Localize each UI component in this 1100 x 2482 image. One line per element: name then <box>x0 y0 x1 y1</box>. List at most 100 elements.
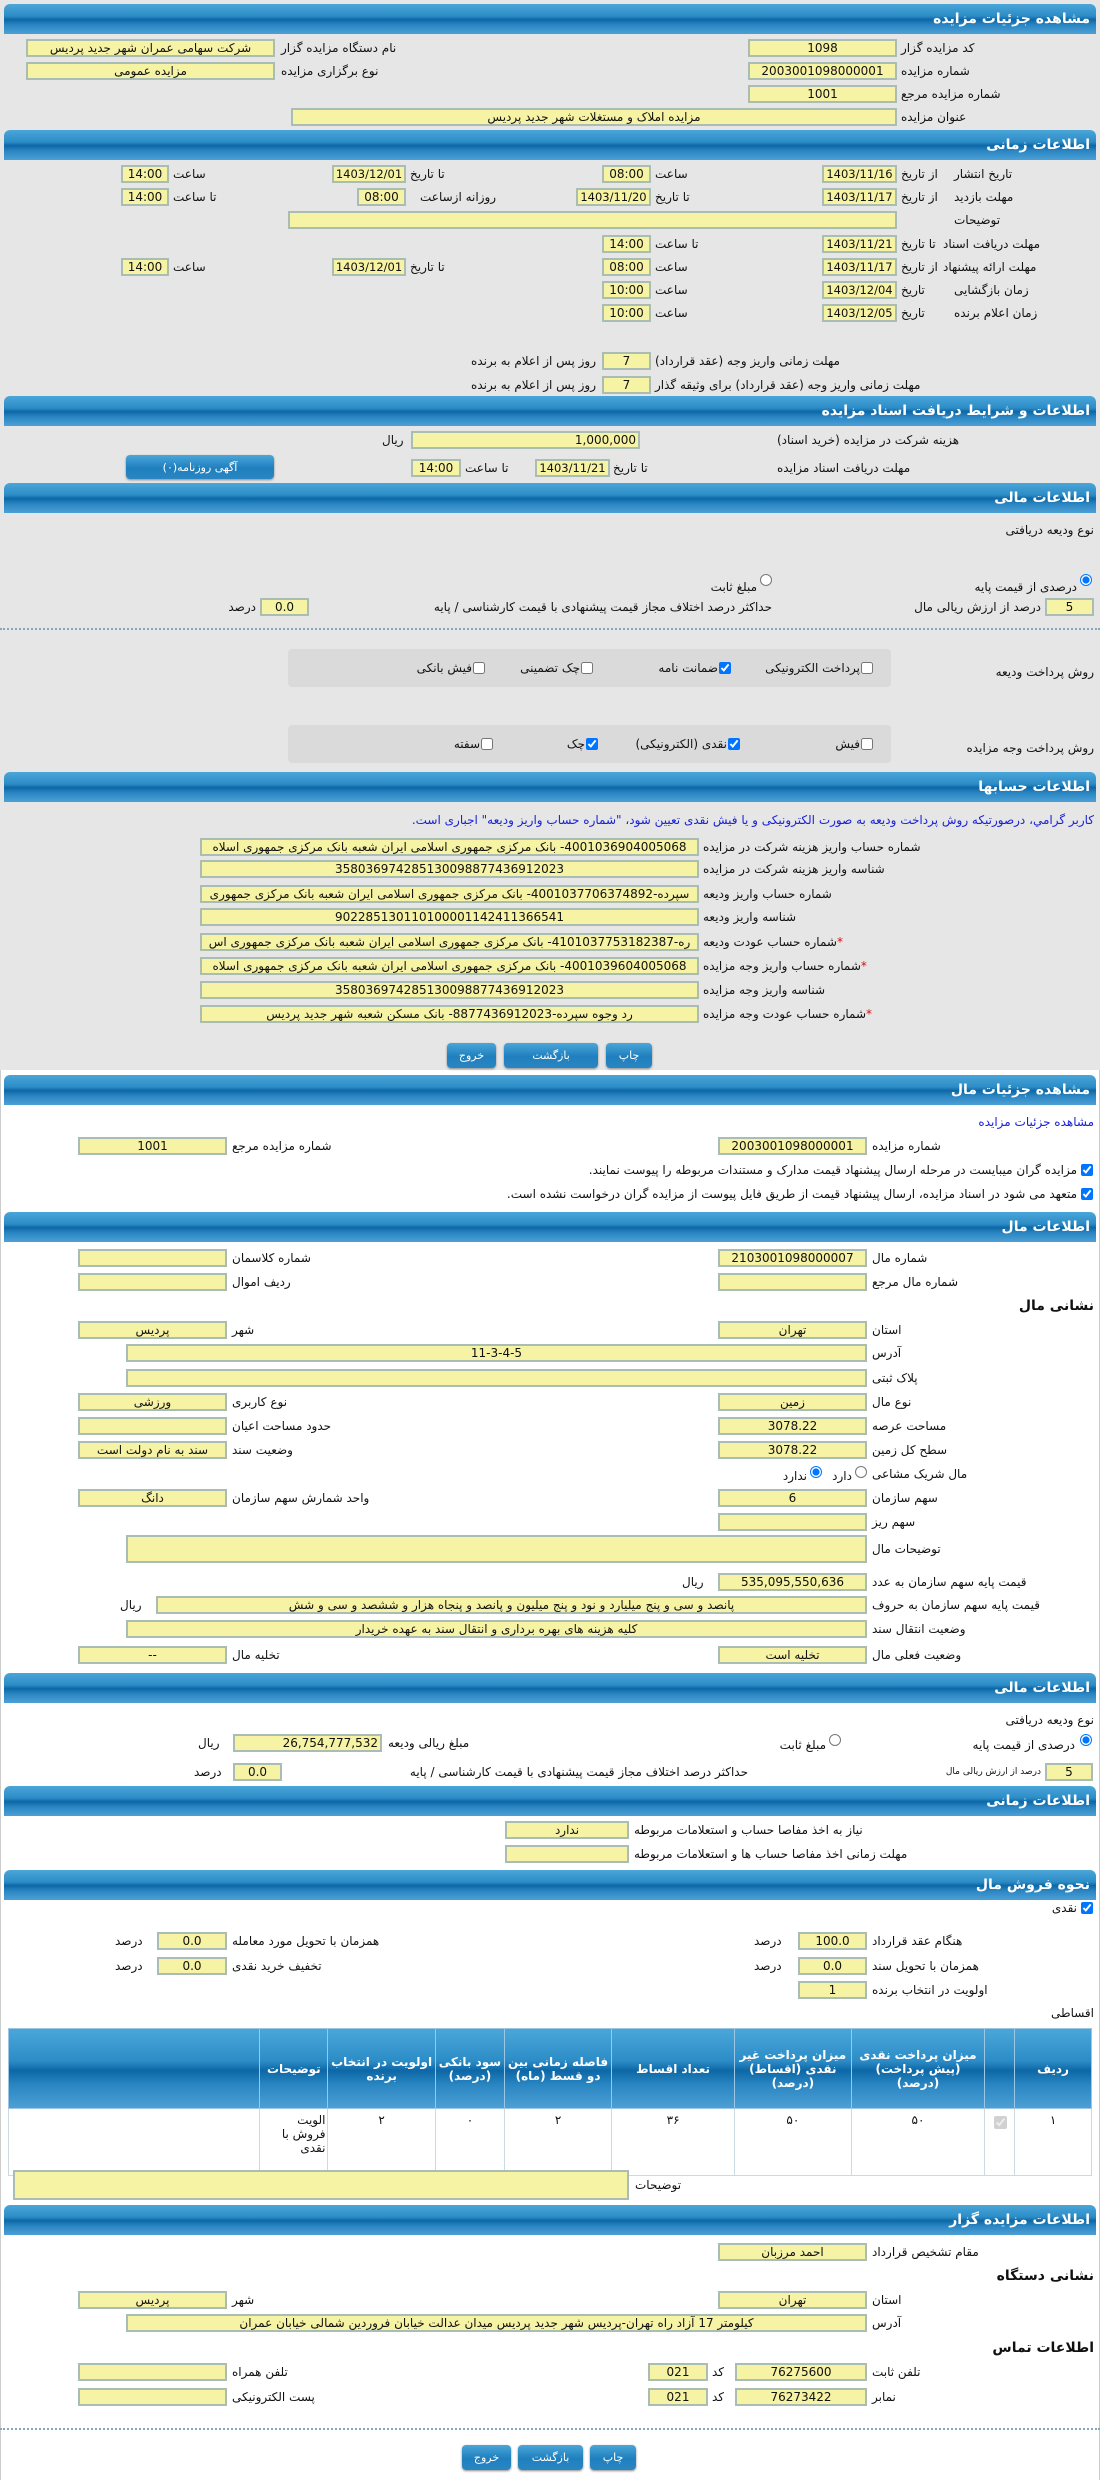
docs-sec-to-time-field[interactable]: 14:00 <box>411 459 461 477</box>
item-info-asset-row-field[interactable] <box>78 1273 227 1291</box>
item-info-small-share-field[interactable] <box>718 1513 867 1531</box>
partner-yes-radio[interactable] <box>855 1466 867 1478</box>
time-publish-from-time-field[interactable]: 08:00 <box>602 165 651 183</box>
finance-max-diff-field[interactable]: 0.0 <box>260 598 309 616</box>
sec1-holding-type-field[interactable]: مزایده عمومی <box>26 62 275 80</box>
time-offer-to-field[interactable]: 1403/12/01 <box>332 258 406 276</box>
time-publish-to-time-field[interactable]: 14:00 <box>121 165 169 183</box>
auctioneer-fax-field[interactable]: 76273422 <box>735 2388 867 2406</box>
accounts-rows-5-value-field[interactable]: 4001039604005068- بانک مرکزی جمهوری اسلا… <box>200 957 699 975</box>
item-info-plate-field[interactable] <box>126 1369 867 1387</box>
exit-button-bottom[interactable]: خروج <box>462 2445 511 2470</box>
time-visit-to-field[interactable]: 1403/11/20 <box>576 188 651 206</box>
time-offer-to-time-field[interactable]: 14:00 <box>121 258 169 276</box>
no-attachment-commitment-checkbox[interactable] <box>1081 1188 1093 1200</box>
item-number-field[interactable]: 2003001098000001 <box>718 1137 867 1155</box>
deposit-method-checkbox[interactable] <box>581 662 593 674</box>
time-notes-value-field[interactable] <box>288 211 897 229</box>
time-pay1-days-field[interactable]: 7 <box>602 352 651 370</box>
item-time-clearance-field[interactable]: ندارد <box>505 1821 629 1839</box>
auctioneer-phone-code-field[interactable]: 021 <box>648 2363 708 2381</box>
item-info-desc-field[interactable] <box>126 1535 867 1563</box>
print-button[interactable]: چاپ <box>606 1043 652 1068</box>
item-finance-max-diff-field[interactable]: 0.0 <box>233 1763 282 1781</box>
item-info-type-field[interactable]: زمین <box>718 1393 867 1411</box>
auctioneer-phone-field[interactable]: 76275600 <box>735 2363 867 2381</box>
row-select-checkbox[interactable] <box>993 2116 1007 2129</box>
item-time-clearance-deadline-field[interactable] <box>505 1845 629 1863</box>
partner-no-radio[interactable] <box>810 1466 822 1478</box>
deposit-method-checkbox[interactable] <box>473 662 485 674</box>
sale-cash-discount-field[interactable]: 0.0 <box>157 1957 227 1975</box>
auctioneer-email-field[interactable] <box>78 2388 227 2406</box>
time-offer-from-field[interactable]: 1403/11/17 <box>822 258 897 276</box>
time-publish-to-field[interactable]: 1403/12/01 <box>332 165 406 183</box>
sec1-ref-field[interactable]: 1001 <box>748 85 897 103</box>
item-finance-percent-value-field[interactable]: 5 <box>1045 1763 1093 1781</box>
item-info-price-words-field[interactable]: پانصد و سی و پنج میلیارد و نود و پنج میل… <box>156 1596 867 1614</box>
sale-priority-field[interactable]: 1 <box>798 1981 867 1999</box>
item-ref-field[interactable]: 1001 <box>78 1137 227 1155</box>
time-opening-date-field[interactable]: 1403/12/04 <box>822 281 897 299</box>
item-fixed-amount-radio[interactable] <box>829 1734 841 1746</box>
time-docs-to-time-field[interactable]: 14:00 <box>602 235 651 253</box>
time-winner-date-field[interactable]: 1403/12/05 <box>822 304 897 322</box>
item-link-label[interactable]: مشاهده جزئیات مزایده <box>978 1115 1094 1129</box>
sec1-number-field[interactable]: 2003001098000001 <box>748 62 897 80</box>
accounts-rows-0-value-field[interactable]: 4001036904005068- بانک مرکزی جمهوری اسلا… <box>200 838 699 856</box>
time-publish-from-field[interactable]: 1403/11/16 <box>822 165 897 183</box>
auctioneer-mobile-field[interactable] <box>78 2363 227 2381</box>
item-finance-deposit-amount-field[interactable]: 26,754,777,532 <box>233 1734 382 1752</box>
cash-sale-checkbox[interactable] <box>1081 1902 1093 1914</box>
payment-method-checkbox[interactable] <box>861 738 873 750</box>
item-info-deed-field[interactable]: سند به نام دولت است <box>78 1441 227 1459</box>
time-visit-daily-to-field[interactable]: 14:00 <box>121 188 169 206</box>
time-visit-daily-from-field[interactable]: 08:00 <box>357 188 406 206</box>
auctioneer-city-field[interactable]: پردیس <box>78 2291 227 2309</box>
item-percent-of-base-radio[interactable] <box>1080 1734 1092 1746</box>
auctioneer-fax-code-field[interactable]: 021 <box>648 2388 708 2406</box>
payment-method-checkbox[interactable] <box>481 738 493 750</box>
sale-on-deed-field[interactable]: 0.0 <box>798 1957 867 1975</box>
item-info-total-area-field[interactable]: 3078.22 <box>718 1441 867 1459</box>
fixed-amount-radio[interactable] <box>760 574 772 586</box>
print-button-bottom[interactable]: چاپ <box>590 2445 636 2470</box>
item-info-cadastre-field[interactable] <box>78 1249 227 1267</box>
item-info-share-unit-field[interactable]: دانگ <box>78 1489 227 1507</box>
deposit-method-checkbox[interactable] <box>861 662 873 674</box>
attach-documents-checkbox[interactable] <box>1081 1164 1093 1176</box>
auctioneer-address-field[interactable]: کیلومتر 17 آزاد راه تهران-پردیس شهر جدید… <box>126 2314 867 2332</box>
accounts-rows-2-value-field[interactable]: سپرده-4001037706374892- بانک مرکزی جمهور… <box>200 885 699 903</box>
time-offer-from-time-field[interactable]: 08:00 <box>602 258 651 276</box>
item-info-building-area-field[interactable] <box>78 1417 227 1435</box>
time-docs-to-field[interactable]: 1403/11/21 <box>822 235 897 253</box>
item-info-transfer-field[interactable]: کلیه هزینه های بهره برداری و انتقال سند … <box>126 1620 867 1638</box>
item-info-usage-field[interactable]: ورزشی <box>78 1393 227 1411</box>
sec1-subject-field[interactable]: مزایده املاک و مستغلات شهر جدید پردیس <box>291 108 897 126</box>
item-info-province-field[interactable]: تهران <box>718 1321 867 1339</box>
exit-button[interactable]: خروج <box>447 1043 496 1068</box>
item-info-price-field[interactable]: 535,095,550,636 <box>718 1573 867 1591</box>
time-visit-from-field[interactable]: 1403/11/17 <box>822 188 897 206</box>
item-info-address-field[interactable]: 11-3-4-5 <box>126 1344 867 1362</box>
docs-sec-fee-field[interactable]: 1,000,000 <box>411 431 640 449</box>
payment-method-checkbox[interactable] <box>586 738 598 750</box>
sec1-code-field[interactable]: 1098 <box>748 39 897 57</box>
item-info-status-field[interactable]: تخلیه است <box>718 1646 867 1664</box>
accounts-rows-3-value-field[interactable]: 902285130110100001142411366541 <box>200 908 699 926</box>
auctioneer-authority-field[interactable]: احمد مرزبان <box>718 2243 867 2261</box>
back-button-bottom[interactable]: بازگشت <box>518 2445 583 2470</box>
accounts-rows-7-value-field[interactable]: رد وجوه سپرده-8877436912023- بانک مسکن ش… <box>200 1005 699 1023</box>
time-winner-time-field[interactable]: 10:00 <box>602 304 651 322</box>
percent-of-base-radio[interactable] <box>1080 574 1092 586</box>
back-button[interactable]: بازگشت <box>504 1043 598 1068</box>
accounts-rows-1-value-field[interactable]: 358036974285130098877436912023 <box>200 860 699 878</box>
payment-method-checkbox[interactable] <box>728 738 740 750</box>
newspaper-ad-button[interactable]: آگهی روزنامه(۰) <box>126 455 274 479</box>
time-pay2-days-field[interactable]: 7 <box>602 376 651 394</box>
sale-notes-field[interactable] <box>13 2170 629 2200</box>
time-opening-time-field[interactable]: 10:00 <box>602 281 651 299</box>
sec1-org-field[interactable]: شرکت سهامی عمران شهر جدید پردیس <box>26 39 275 57</box>
sale-on-contract-field[interactable]: 100.0 <box>798 1932 867 1950</box>
finance-percent-value-field[interactable]: 5 <box>1045 598 1094 616</box>
